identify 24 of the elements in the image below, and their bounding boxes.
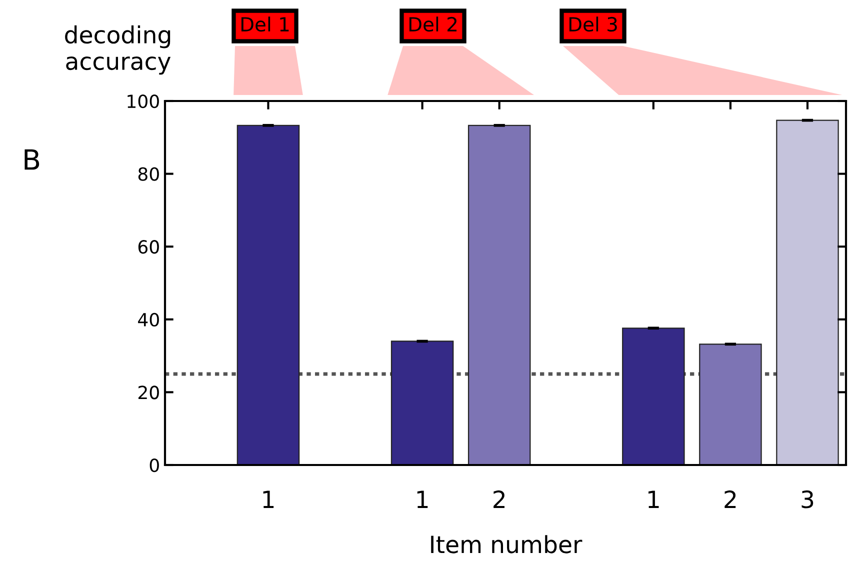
y-axis-title: decoding accuracy [65,25,171,75]
x-tick-label: 1 [263,490,274,508]
bar [622,328,685,465]
x-tick-label: 2 [494,490,504,508]
x-tick-label: 3 [802,490,814,508]
x-tick-label: 2 [724,490,736,508]
y-tick-label: 100 [128,94,159,108]
bar [776,120,839,465]
y-tick-label: 0 [150,458,159,472]
bar [699,344,762,465]
x-axis-title: Item number [431,535,582,554]
y-tick-label: 60 [138,240,159,254]
text: B [24,149,40,170]
text: Del 1 [241,16,289,32]
y-tick-label: 40 [138,312,159,327]
y-tick-label: 80 [138,167,159,181]
text: Del 2 [409,16,456,32]
x-tick-label: 1 [648,490,659,508]
y-tick-label: 20 [138,386,159,400]
x-tick-label: 1 [417,490,428,508]
bar [390,340,454,465]
text: Del 3 [569,16,617,32]
bar [468,124,531,465]
bar [236,124,300,465]
